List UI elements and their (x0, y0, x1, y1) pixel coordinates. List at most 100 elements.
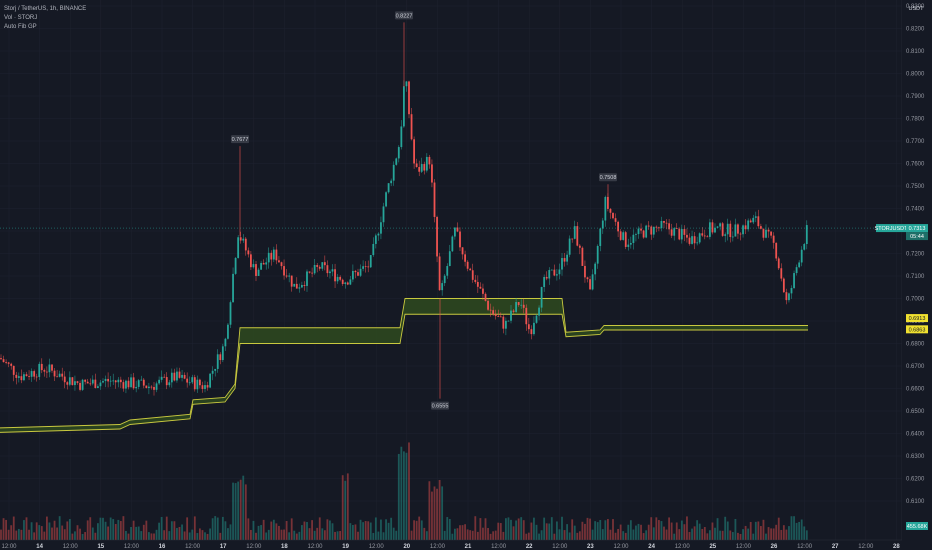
candle-body (285, 275, 288, 277)
candle-body (316, 265, 319, 267)
volume-bar (214, 516, 217, 540)
volume-bar (339, 531, 342, 540)
volume-bar (629, 520, 632, 540)
time-tick-label: 12:00 (491, 544, 507, 550)
volume-bar (99, 517, 102, 540)
volume-bar (196, 533, 199, 540)
volume-bar (464, 524, 466, 540)
volume-bar (533, 517, 535, 540)
candle-body (165, 377, 168, 386)
time-tick-label: 22 (526, 544, 533, 550)
candle-body (196, 379, 199, 390)
price-axis[interactable]: 0.8300 0.8200 0.8100 0.8000 0.7900 0.7800 0.77… (906, 4, 925, 505)
candle-body (770, 231, 772, 236)
volume-bar (326, 519, 329, 540)
volume-bar (683, 524, 686, 540)
candle-body (665, 222, 668, 224)
candle-body (275, 249, 278, 261)
volume-bar (193, 516, 196, 540)
candle-body (591, 274, 594, 290)
candle-body (533, 322, 535, 335)
volume-bar (520, 517, 523, 540)
candle-body (7, 362, 10, 364)
volume-bar (354, 524, 357, 540)
price-tick-label: 0.8300 (906, 4, 925, 10)
volume-bar (793, 516, 795, 540)
candle-body (168, 382, 171, 386)
volume-bar (701, 528, 704, 540)
volume-bar (150, 533, 153, 540)
volume-bar (658, 520, 660, 540)
volume-bar (352, 524, 354, 540)
volume-bar (137, 526, 140, 540)
candle-body (635, 234, 637, 235)
volume-bar (109, 517, 112, 540)
volume-bar (242, 475, 245, 540)
volume-bar (7, 529, 10, 540)
volume-bar (255, 532, 257, 540)
volume-bar (507, 517, 510, 540)
candle-body (724, 234, 727, 236)
candle-body (58, 373, 61, 377)
candle-body (589, 279, 591, 290)
candle-body (209, 373, 211, 388)
candle-body (629, 242, 632, 245)
time-tick-label: 21 (465, 544, 472, 550)
volume-indicator-label[interactable]: Vol · STORJ (4, 15, 38, 21)
candle-body (663, 220, 665, 223)
candle-body (805, 225, 808, 245)
candle-body (425, 156, 428, 171)
volume-bar (313, 530, 316, 540)
candle-body (91, 379, 94, 384)
volume-bar (795, 522, 798, 540)
candle-body (734, 224, 737, 237)
candle-body (68, 377, 71, 385)
volume-bar (645, 530, 648, 540)
candle-body (145, 385, 148, 389)
candle-body (99, 382, 102, 387)
candle-body (489, 309, 492, 311)
volume-bar (168, 531, 171, 540)
time-tick-label: 12:00 (369, 544, 385, 550)
volume-bar (451, 533, 454, 540)
volume-bar (548, 523, 551, 540)
volume-bar (670, 522, 673, 540)
candle-body (392, 164, 395, 181)
price-tick-label: 0.8200 (906, 27, 925, 33)
candle-body (94, 379, 97, 388)
candle-body (239, 237, 242, 241)
candle-body (586, 277, 589, 280)
candle-body (525, 307, 528, 325)
symbol-title[interactable]: Storj / TetherUS, 1h, BINANCE (4, 6, 87, 12)
candle-body (775, 242, 778, 259)
fib-indicator-label[interactable]: Auto Fib GP (4, 24, 37, 30)
symbol-tag-box (876, 224, 906, 233)
candle-body (109, 380, 112, 382)
candle-body (255, 264, 257, 276)
volume-bar (678, 529, 681, 540)
volume-bar (446, 517, 449, 540)
volume-bar (74, 531, 76, 540)
candle-body (696, 242, 699, 244)
volume-bar (525, 533, 528, 540)
volume-bar (89, 517, 92, 540)
currency-label[interactable]: USDT (909, 6, 925, 12)
candle-body (135, 386, 138, 389)
candle-body (46, 371, 48, 373)
candle-body (321, 262, 324, 269)
candle-body (742, 225, 744, 235)
candle-body (762, 228, 765, 238)
candle-body (739, 233, 742, 235)
time-tick-label: 15 (97, 544, 104, 550)
volume-bar (619, 524, 622, 540)
candle-body (706, 236, 709, 238)
candle-body (782, 278, 785, 293)
volume-bar (561, 516, 563, 540)
time-axis[interactable]: 12:00 14 12:00 15 12:00 16 12:00 17 12:00 18 12:00… (1, 544, 900, 550)
candle-body (441, 283, 444, 291)
volume-bar (510, 519, 512, 540)
volume-bar (550, 517, 553, 540)
candle-body (357, 272, 359, 276)
candle-body (655, 226, 658, 228)
